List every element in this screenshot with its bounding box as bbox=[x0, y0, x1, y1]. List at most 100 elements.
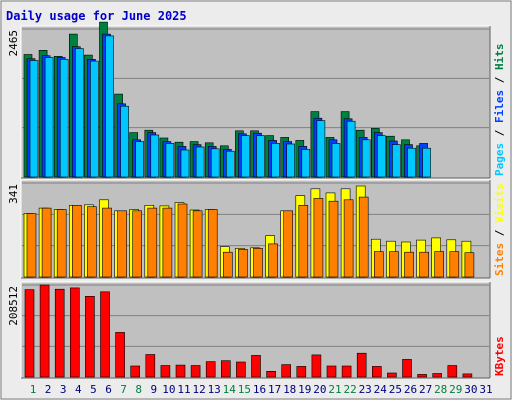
bar-kbytes-day-13 bbox=[205, 361, 216, 378]
bar-sites-day-9 bbox=[147, 207, 158, 278]
bar-sites-day-29 bbox=[449, 251, 460, 278]
x-tick-label: 21 bbox=[328, 383, 341, 396]
x-tick-label: 29 bbox=[449, 383, 462, 396]
bar-pages-day-25 bbox=[392, 144, 401, 178]
legend-item-kbytes: KBytes bbox=[493, 336, 506, 376]
x-axis: 1 2 3 4 5 6 7 8 9 10 11 12 13 14 15 16 17 18 19 20 21 22 23 24 2… bbox=[30, 383, 493, 396]
bar-sites-day-13 bbox=[207, 209, 218, 278]
bar-sites-day-14 bbox=[223, 251, 233, 278]
y-max-label: 341 bbox=[7, 184, 20, 204]
bar-kbytes-day-26 bbox=[402, 359, 412, 378]
x-tick-label: 23 bbox=[359, 383, 372, 396]
legend-top: Pages / Files / Hits bbox=[493, 44, 506, 177]
bar-kbytes-day-21 bbox=[326, 365, 337, 378]
bar-sites-day-3 bbox=[56, 209, 67, 278]
x-tick-label: 14 bbox=[223, 383, 237, 396]
bar-sites-day-30 bbox=[464, 252, 475, 278]
bar-pages-day-16 bbox=[256, 135, 265, 178]
bar-pages-day-20 bbox=[316, 120, 326, 178]
x-tick-label: 19 bbox=[298, 383, 311, 396]
bar-kbytes-day-27 bbox=[417, 374, 427, 378]
bar-pages-day-24 bbox=[376, 135, 386, 178]
bar-pages-day-6 bbox=[105, 35, 114, 178]
bar-pages-day-18 bbox=[286, 143, 296, 178]
legend-item-visits: Visits bbox=[493, 183, 506, 223]
bar-pages-day-14 bbox=[226, 150, 235, 178]
x-tick-label: 12 bbox=[192, 383, 205, 396]
x-tick-label: 13 bbox=[208, 383, 221, 396]
bar-kbytes-day-5 bbox=[85, 295, 95, 378]
x-tick-label: 26 bbox=[404, 383, 417, 396]
bar-sites-day-25 bbox=[389, 251, 399, 278]
bar-kbytes-day-11 bbox=[175, 364, 186, 378]
x-tick-label: 20 bbox=[313, 383, 326, 396]
bar-kbytes-day-7 bbox=[115, 332, 125, 378]
bar-pages-day-8 bbox=[135, 141, 144, 178]
bar-pages-day-1 bbox=[29, 60, 39, 178]
x-tick-label: 15 bbox=[238, 383, 251, 396]
bar-sites-day-16 bbox=[253, 248, 263, 278]
bar-pages-day-19 bbox=[301, 149, 311, 178]
bar-kbytes-day-23 bbox=[356, 352, 367, 378]
bar-kbytes-day-2 bbox=[39, 284, 50, 378]
panels: 2465 Pages / Files / Hits 341 Sites / Visit… bbox=[7, 21, 506, 379]
bar-pages-day-4 bbox=[75, 48, 84, 178]
bar-sites-day-8 bbox=[132, 210, 142, 278]
x-tick-label: 5 bbox=[90, 383, 97, 396]
bar-pages-day-11 bbox=[180, 149, 190, 178]
legend-item-files: Files bbox=[493, 90, 506, 123]
x-tick-label: 6 bbox=[105, 383, 112, 396]
x-tick-label: 17 bbox=[268, 383, 281, 396]
legend-item-pages: Pages bbox=[493, 143, 506, 176]
legend-item-sites: Sites bbox=[493, 243, 506, 276]
x-tick-label: 9 bbox=[150, 383, 157, 396]
bar-kbytes-day-30 bbox=[462, 373, 473, 378]
bar-pages-day-17 bbox=[271, 143, 280, 178]
bar-sites-day-10 bbox=[162, 207, 173, 278]
bar-pages-day-5 bbox=[90, 60, 99, 178]
bar-sites-day-19 bbox=[298, 205, 309, 278]
legend-separator: / bbox=[493, 123, 506, 143]
bar-sites-day-7 bbox=[117, 210, 127, 278]
panel-middle: 341 Sites / Visits bbox=[7, 179, 506, 279]
bar-pages-day-22 bbox=[346, 120, 356, 178]
x-tick-label: 28 bbox=[434, 383, 447, 396]
bar-kbytes-day-15 bbox=[236, 361, 246, 378]
bar-sites-day-28 bbox=[434, 251, 445, 278]
panel-top: 2465 Pages / Files / Hits bbox=[7, 21, 506, 179]
x-tick-label: 31 bbox=[479, 383, 492, 396]
bar-pages-day-12 bbox=[195, 146, 205, 178]
legend-item-hits: Hits bbox=[493, 44, 506, 71]
x-tick-label: 16 bbox=[253, 383, 266, 396]
x-tick-label: 8 bbox=[135, 383, 142, 396]
bar-kbytes-day-1 bbox=[24, 289, 35, 378]
bar-pages-day-13 bbox=[210, 148, 220, 178]
x-tick-label: 22 bbox=[343, 383, 356, 396]
bar-kbytes-day-20 bbox=[311, 354, 322, 378]
bar-kbytes-day-16 bbox=[251, 355, 261, 378]
bar-kbytes-day-24 bbox=[371, 366, 382, 378]
bar-pages-day-26 bbox=[407, 147, 416, 178]
bar-sites-day-21 bbox=[328, 200, 339, 278]
x-tick-label: 2 bbox=[45, 383, 52, 396]
x-tick-label: 27 bbox=[419, 383, 432, 396]
bar-kbytes-day-3 bbox=[54, 288, 65, 378]
bar-pages-day-21 bbox=[331, 143, 341, 178]
bar-kbytes-day-14 bbox=[221, 360, 231, 378]
bar-pages-day-10 bbox=[165, 143, 175, 178]
x-tick-label: 25 bbox=[389, 383, 402, 396]
bar-kbytes-day-28 bbox=[432, 373, 443, 378]
bar-sites-day-27 bbox=[419, 251, 429, 278]
legend-middle: Sites / Visits bbox=[493, 183, 506, 276]
x-tick-label: 7 bbox=[120, 383, 127, 396]
x-tick-label: 24 bbox=[374, 383, 388, 396]
bar-kbytes-day-19 bbox=[296, 366, 307, 378]
bar-kbytes-day-17 bbox=[266, 370, 276, 378]
bar-kbytes-day-9 bbox=[145, 354, 156, 378]
x-tick-label: 1 bbox=[30, 383, 37, 396]
legend-separator: / bbox=[493, 223, 506, 243]
series-sites bbox=[26, 196, 475, 278]
